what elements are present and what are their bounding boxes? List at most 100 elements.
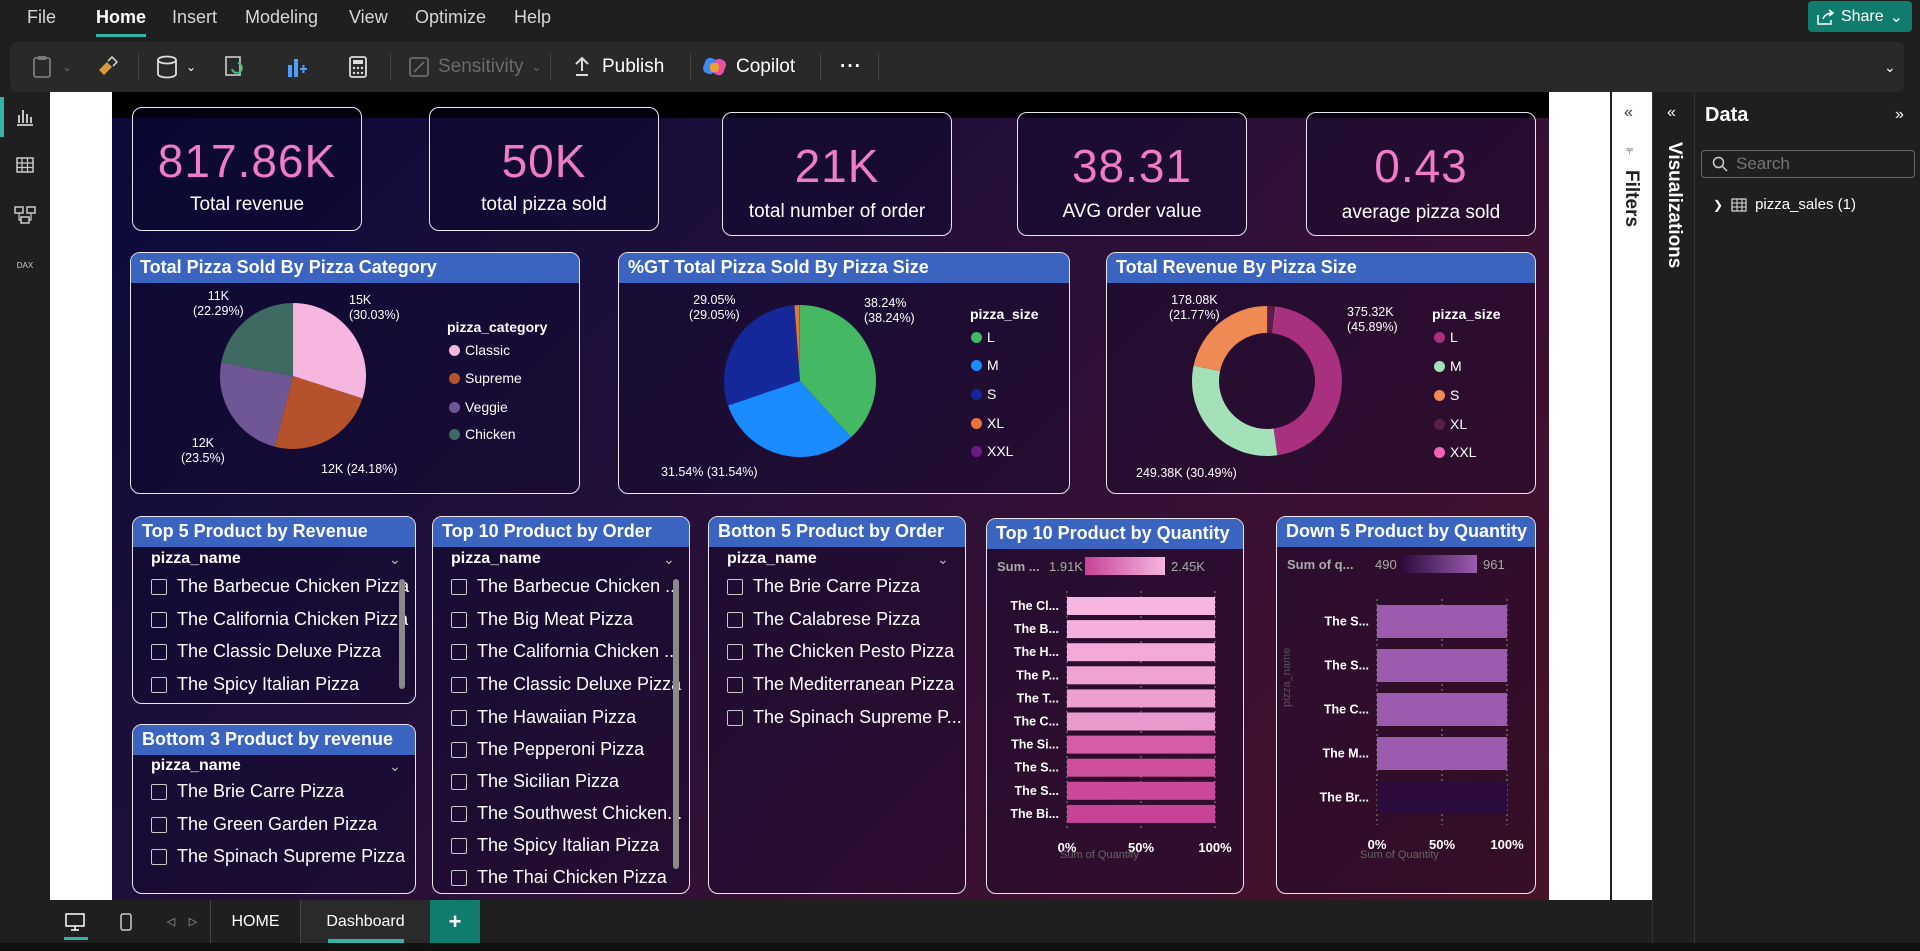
expand-visualizations-icon[interactable]: « (1667, 104, 1676, 121)
slicer-item[interactable]: The Sicilian Pizza (451, 771, 619, 792)
bar[interactable] (1377, 737, 1507, 770)
expand-filters-icon[interactable]: « (1624, 104, 1633, 121)
table-item-pizza-sales[interactable]: ❯ pizza_sales (1) (1713, 196, 1856, 213)
search-input[interactable] (1736, 154, 1906, 174)
slicer-top5-revenue[interactable]: Top 5 Product by Revenue pizza_name ⌄ Th… (132, 516, 416, 704)
checkbox[interactable] (451, 837, 467, 854)
refresh-button[interactable] (224, 42, 246, 92)
checkbox[interactable] (451, 805, 467, 822)
chart-down5-quantity[interactable]: Down 5 Product by Quantity Sum of q... 4… (1276, 516, 1536, 894)
slicer-item[interactable]: The Brie Carre Pizza (151, 781, 344, 802)
pie-slice-chicken[interactable] (221, 303, 293, 376)
publish-button[interactable]: Publish (570, 42, 664, 92)
checkbox[interactable] (451, 709, 467, 726)
bar[interactable] (1067, 758, 1215, 777)
legend-item-l[interactable]: L (971, 329, 995, 345)
checkbox[interactable] (151, 783, 167, 800)
tab-home[interactable]: HOME (210, 900, 300, 943)
slicer-item[interactable]: The Spicy Italian Pizza (451, 835, 659, 856)
pie-slice-xl[interactable] (1267, 306, 1276, 334)
bar[interactable] (1377, 605, 1507, 638)
copilot-button[interactable]: Copilot (702, 42, 795, 92)
pie-slice-xl[interactable] (794, 305, 800, 381)
slicer-item[interactable]: The Thai Chicken Pizza (451, 867, 667, 888)
slicer-item[interactable]: The Southwest Chicken... (451, 803, 682, 824)
paste-button[interactable]: ⌄ (32, 42, 72, 92)
checkbox[interactable] (727, 709, 743, 726)
menu-help[interactable]: Help (514, 7, 552, 27)
chevron-down-icon[interactable]: ⌄ (663, 551, 675, 567)
checkbox[interactable] (451, 773, 467, 790)
checkbox[interactable] (727, 578, 743, 595)
slicer-item[interactable]: The Spinach Supreme P... (727, 707, 962, 728)
chart-top10-quantity[interactable]: Top 10 Product by Quantity Sum ... 1.91K… (986, 518, 1244, 894)
legend-item-xxl[interactable]: XXL (971, 443, 1013, 459)
kpi-card-avg-order-value[interactable]: 38.31 AVG order value (1017, 112, 1247, 236)
new-visual-button[interactable] (284, 42, 308, 92)
pie-slice-l[interactable] (800, 305, 876, 438)
pie-slice-m[interactable] (1192, 365, 1278, 456)
scrollbar[interactable] (399, 579, 405, 689)
checkbox[interactable] (451, 869, 467, 886)
share-button[interactable]: Share ⌄ (1808, 1, 1912, 32)
legend-item-veggie[interactable]: Veggie (449, 399, 508, 415)
bar[interactable] (1067, 735, 1215, 754)
pie-slice-supreme[interactable] (274, 376, 363, 449)
slicer-item[interactable]: The California Chicken Pizza (151, 609, 408, 630)
chart-pizza-sold-by-category[interactable]: Total Pizza Sold By Pizza Category 15K (3… (130, 252, 580, 494)
checkbox[interactable] (451, 676, 467, 693)
bar[interactable] (1067, 666, 1215, 685)
kpi-card-avg-pizza-sold[interactable]: 0.43 average pizza sold (1306, 112, 1536, 236)
legend-item-xl[interactable]: XL (1434, 416, 1467, 432)
pie-slice-m[interactable] (728, 381, 852, 457)
slicer-item[interactable]: The Calabrese Pizza (727, 609, 920, 630)
bar[interactable] (1067, 689, 1215, 708)
chart-revenue-by-size[interactable]: Total Revenue By Pizza Size 375.32K (45.8… (1106, 252, 1536, 494)
legend-item-m[interactable]: M (1434, 358, 1462, 374)
checkbox[interactable] (151, 578, 167, 595)
slicer-item[interactable]: The Big Meat Pizza (451, 609, 633, 630)
model-view-icon[interactable] (12, 202, 38, 228)
chevron-down-icon[interactable]: ⌄ (389, 551, 401, 567)
kpi-card-total-revenue[interactable]: 817.86K Total revenue (132, 107, 362, 231)
slicer-item[interactable]: The California Chicken ... (451, 641, 679, 662)
chevron-right-icon[interactable]: ❯ (1713, 197, 1724, 212)
legend-item-xxl[interactable]: XXL (1434, 444, 1476, 460)
bar[interactable] (1377, 693, 1507, 726)
slicer-item[interactable]: The Spicy Italian Pizza (151, 674, 359, 695)
checkbox[interactable] (151, 676, 167, 693)
slicer-bottom5-order[interactable]: Botton 5 Product by Order pizza_name ⌄ T… (708, 516, 966, 894)
kpi-card-total-orders[interactable]: 21K total number of order (722, 112, 952, 236)
calculator-button[interactable] (348, 42, 368, 92)
slicer-item[interactable]: The Barbecue Chicken Pizza (151, 576, 409, 597)
slicer-item[interactable]: The Classic Deluxe Pizza (451, 674, 681, 695)
bar[interactable] (1067, 712, 1215, 731)
bar[interactable] (1067, 597, 1215, 615)
pie-slice-classic[interactable] (293, 303, 366, 399)
chevron-down-icon[interactable]: ⌄ (937, 551, 949, 567)
slicer-item[interactable]: The Classic Deluxe Pizza (151, 641, 381, 662)
chevron-down-icon[interactable]: ⌄ (389, 758, 401, 774)
slicer-item[interactable]: The Chicken Pesto Pizza (727, 641, 954, 662)
checkbox[interactable] (151, 848, 167, 865)
kpi-card-total-pizza-sold[interactable]: 50K total pizza sold (429, 107, 659, 231)
checkbox[interactable] (151, 816, 167, 833)
checkbox[interactable] (727, 611, 743, 628)
filters-pane-collapsed[interactable]: « ⫧ Filters (1612, 92, 1652, 900)
scrollbar[interactable] (673, 579, 679, 869)
slicer-item[interactable]: The Green Garden Pizza (151, 814, 377, 835)
slicer-item[interactable]: The Mediterranean Pizza (727, 674, 954, 695)
chart-gt-pizza-sold-by-size[interactable]: %GT Total Pizza Sold By Pizza Size 38.24… (618, 252, 1070, 494)
legend-item-classic[interactable]: Classic (449, 342, 510, 358)
checkbox[interactable] (451, 643, 467, 660)
get-data-button[interactable]: ⌄ (156, 42, 196, 92)
next-page-icon[interactable]: ▷ (188, 916, 198, 928)
checkbox[interactable] (451, 741, 467, 758)
slicer-top10-order[interactable]: Top 10 Product by Order pizza_name ⌄ The… (432, 516, 690, 894)
bar[interactable] (1377, 781, 1507, 814)
menu-home[interactable]: Home (96, 7, 147, 37)
legend-item-m[interactable]: M (971, 357, 999, 373)
search-box[interactable] (1701, 150, 1915, 178)
bar[interactable] (1377, 649, 1507, 682)
slicer-bottom3-revenue[interactable]: Bottom 3 Product by revenue pizza_name ⌄… (132, 724, 416, 894)
